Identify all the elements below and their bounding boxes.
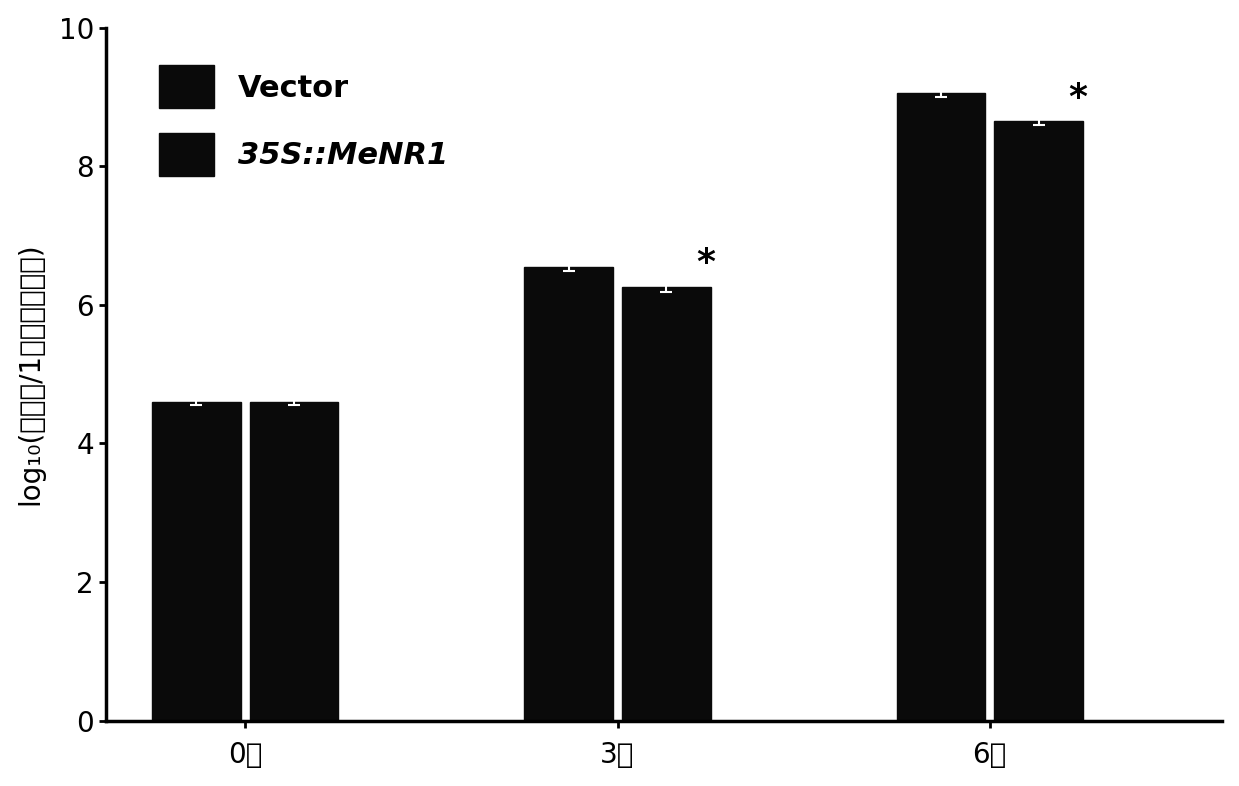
Bar xyxy=(995,121,1083,721)
Y-axis label: log₁₀(细菌数/1平方厘米叶片): log₁₀(细菌数/1平方厘米叶片) xyxy=(16,243,45,505)
Bar xyxy=(152,402,240,721)
Text: *: * xyxy=(696,246,715,280)
Bar xyxy=(250,402,338,721)
Bar xyxy=(897,94,985,721)
Bar xyxy=(524,266,613,721)
Text: *: * xyxy=(1068,81,1088,115)
Legend: Vector, 35S::MeNR1: Vector, 35S::MeNR1 xyxy=(144,50,463,191)
Bar xyxy=(622,288,710,721)
